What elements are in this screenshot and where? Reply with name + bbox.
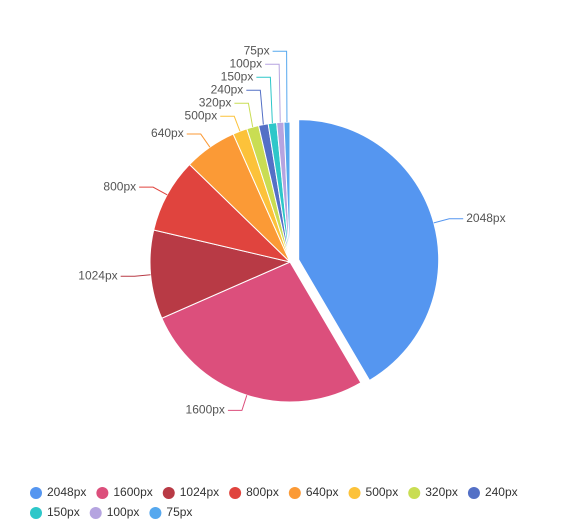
- legend-item: 75px: [149, 505, 192, 519]
- label-line: [227, 395, 248, 411]
- legend-marker: [30, 487, 42, 499]
- legend-marker: [30, 507, 42, 519]
- label-line: [139, 186, 168, 196]
- legend-item: 500px: [348, 485, 399, 499]
- slice-label: 240px: [211, 82, 244, 96]
- legend-marker: [408, 487, 421, 499]
- label-line: [234, 102, 254, 128]
- legend-marker: [96, 487, 109, 499]
- label-line: [433, 218, 464, 224]
- slice-label: 150px: [221, 69, 254, 83]
- legend-label: 640px: [306, 485, 339, 499]
- label-line: [256, 76, 273, 124]
- legend-item: 100px: [89, 505, 140, 519]
- legend-item: 150px: [30, 505, 80, 519]
- pie-slice: [283, 121, 291, 263]
- label-line: [220, 115, 241, 132]
- label-line: [246, 89, 264, 125]
- slice-label: 1600px: [186, 403, 225, 417]
- slice-label: 100px: [229, 56, 262, 70]
- legend-label: 1600px: [113, 485, 152, 499]
- legend-item: 1024px: [162, 485, 219, 499]
- label-line: [186, 133, 211, 148]
- label-line: [265, 63, 281, 123]
- legend-item: 800px: [229, 485, 279, 499]
- label-line: [272, 50, 288, 123]
- legend-item: 240px: [467, 485, 518, 499]
- slice-label: 75px: [244, 43, 270, 57]
- label-line: [120, 274, 151, 277]
- legend-label: 1024px: [180, 485, 219, 499]
- legend-label: 100px: [107, 505, 140, 519]
- legend-marker: [348, 487, 361, 499]
- legend-label: 800px: [246, 485, 279, 499]
- slice-label: 320px: [199, 95, 232, 109]
- slice-label: 2048px: [466, 211, 505, 225]
- legend-label: 150px: [47, 505, 80, 519]
- legend-label: 320px: [425, 485, 458, 499]
- legend-label: 500px: [366, 485, 399, 499]
- slice-label: 1024px: [78, 268, 117, 282]
- legend-item: 1600px: [96, 485, 153, 499]
- legend-marker: [162, 487, 175, 499]
- legend-marker: [89, 507, 102, 519]
- legend-marker: [229, 487, 242, 499]
- legend-marker: [149, 507, 162, 519]
- pie-slice: [161, 261, 362, 403]
- legend-label: 240px: [485, 485, 518, 499]
- slice-label: 500px: [185, 108, 218, 122]
- legend-marker: [288, 487, 301, 499]
- slice-label: 800px: [103, 179, 136, 193]
- legend-marker: [467, 487, 480, 499]
- legend-label: 2048px: [47, 485, 86, 499]
- legend-item: 320px: [408, 485, 458, 499]
- legend-label: 75px: [166, 505, 192, 519]
- slice-label: 640px: [151, 126, 184, 140]
- legend-item: 640px: [288, 485, 339, 499]
- legend-item: 2048px: [30, 485, 86, 499]
